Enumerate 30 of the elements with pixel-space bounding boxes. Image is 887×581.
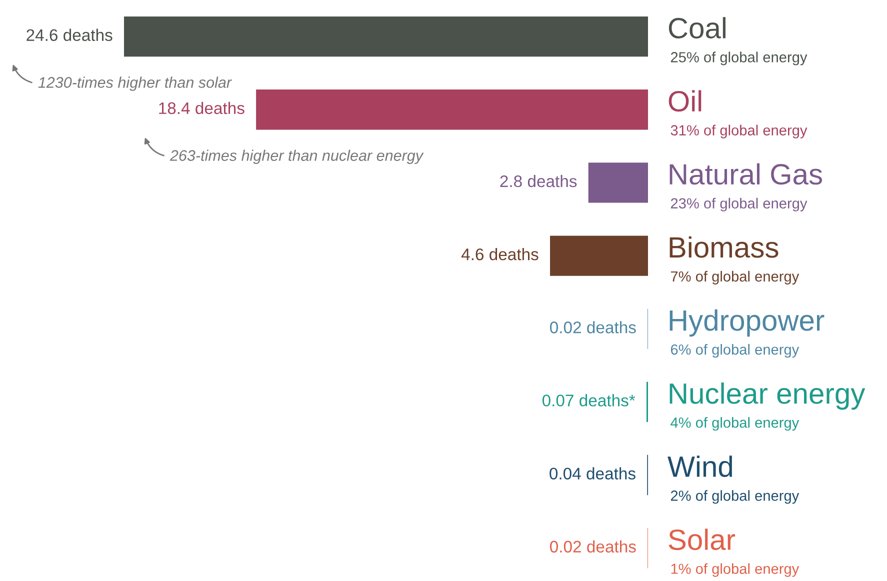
bar <box>588 162 648 203</box>
data-label: 24.6 deaths <box>26 28 112 42</box>
text: 6% of global energy <box>670 344 800 358</box>
text: 2% of global energy <box>670 490 800 504</box>
data-label: 0.02 deaths <box>550 540 636 553</box>
text: 4% of global energy <box>670 417 800 431</box>
data-label: 4.6 deaths <box>461 248 538 260</box>
data-label: 2.8 deaths <box>500 174 577 188</box>
data-label: 18.4 deaths <box>159 102 244 114</box>
text: 31% of global energy <box>670 124 808 138</box>
bar <box>550 236 648 276</box>
y-tick-label: Biomass <box>670 236 778 258</box>
y-tick-label: Oil <box>668 90 702 112</box>
bar <box>124 16 648 57</box>
y-tick-label: Hydropower <box>670 309 824 337</box>
y-tick-label: Solar <box>668 528 736 550</box>
text: 7% of global energy <box>670 270 800 285</box>
text: 1% of global energy <box>671 563 800 577</box>
y-tick-label: Natural Gas <box>670 163 822 185</box>
annotation: 1230-times higher than solar <box>38 76 232 91</box>
y-tick-label: Nuclear energy <box>670 382 866 410</box>
text: 23% of global energy <box>670 198 808 212</box>
y-tick-label: Wind <box>668 456 732 478</box>
data-label: 0.04 deaths <box>550 467 636 480</box>
bar <box>256 90 648 130</box>
y-tick-label: Coal <box>668 17 726 39</box>
data-label: 0.07 deaths* <box>542 394 636 406</box>
text: 25% of global energy <box>670 52 808 66</box>
data-label: 0.02 deaths <box>550 321 636 334</box>
annotation: 263-times higher than nuclear energy <box>170 150 424 164</box>
